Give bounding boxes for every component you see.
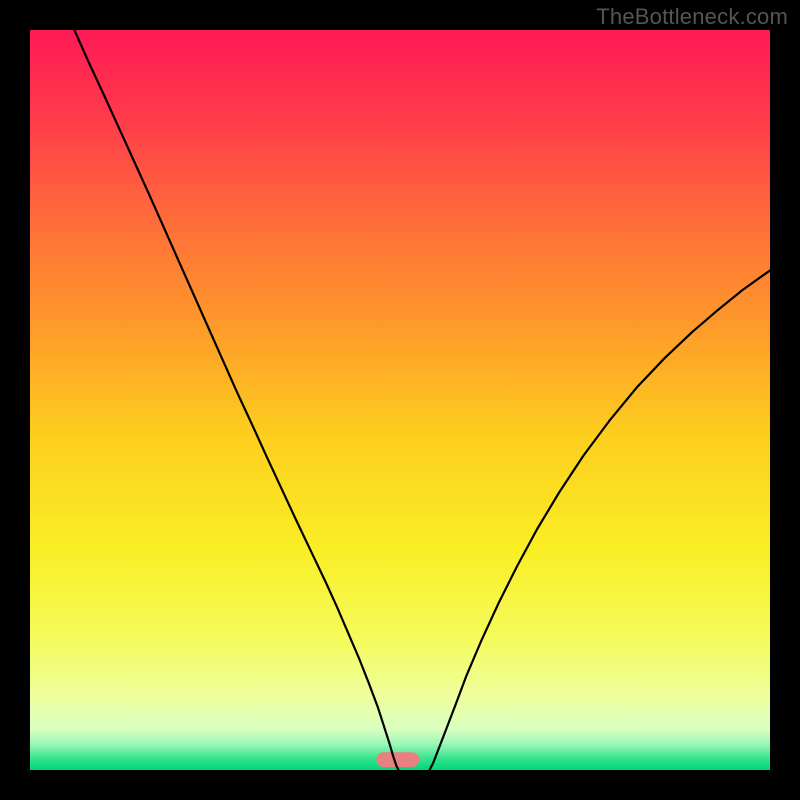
plot-background	[30, 30, 770, 770]
minimum-pill	[376, 752, 419, 767]
watermark-text: TheBottleneck.com	[596, 4, 788, 30]
chart-svg	[0, 0, 800, 800]
stage: TheBottleneck.com	[0, 0, 800, 800]
